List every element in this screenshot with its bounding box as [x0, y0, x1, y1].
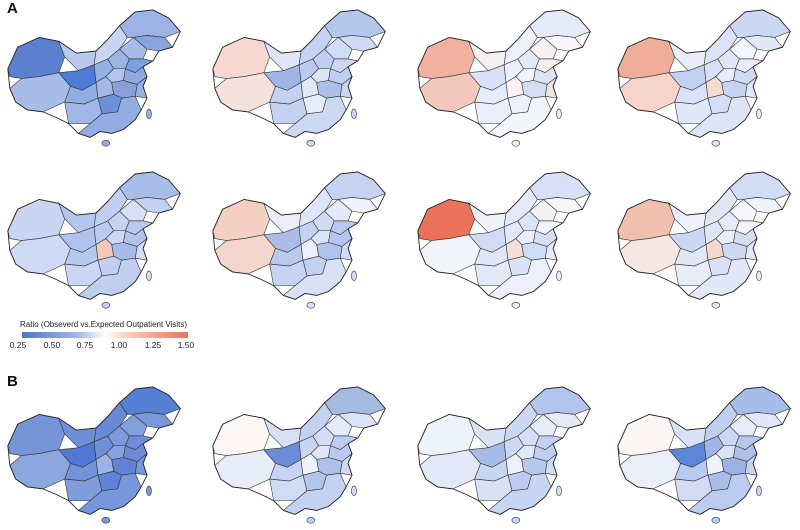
china-map — [212, 171, 386, 309]
china-map — [212, 9, 386, 147]
island-region — [146, 270, 152, 282]
island-region — [756, 108, 762, 120]
island-region — [556, 108, 562, 120]
legend-tick: 1.50 — [177, 340, 195, 350]
province-region — [119, 9, 181, 38]
province-region — [9, 72, 71, 113]
island-region — [306, 140, 316, 147]
china-map — [417, 386, 591, 524]
island-region — [711, 302, 721, 309]
island-region — [711, 517, 721, 524]
country-outline — [417, 9, 591, 138]
island-region — [101, 517, 111, 524]
china-map — [617, 9, 791, 147]
province-region — [214, 234, 276, 275]
province-region — [419, 234, 481, 275]
island-region — [146, 485, 152, 497]
province-region — [119, 386, 181, 415]
island-region — [101, 302, 111, 309]
island-region — [351, 270, 357, 282]
island-region — [756, 485, 762, 497]
country-outline — [7, 171, 181, 300]
island-region — [711, 140, 721, 147]
legend-tick: 0.25 — [9, 340, 27, 350]
legend-tick: 0.50 — [43, 340, 61, 350]
panel-label-b: B — [7, 373, 18, 390]
country-outline — [617, 9, 791, 138]
province-region — [7, 199, 65, 241]
island-region — [306, 302, 316, 309]
province-region — [617, 414, 675, 456]
country-outline — [417, 171, 591, 300]
province-region — [212, 37, 270, 79]
province-region — [617, 199, 675, 241]
legend-tick: 0.75 — [76, 340, 94, 350]
island-region — [351, 485, 357, 497]
province-region — [324, 171, 386, 200]
china-map — [7, 9, 181, 147]
island-region — [556, 270, 562, 282]
legend-color-bar — [22, 332, 188, 338]
province-region — [119, 171, 181, 200]
country-outline — [212, 9, 386, 138]
province-region — [7, 414, 65, 456]
china-map — [617, 171, 791, 309]
island-region — [511, 517, 521, 524]
country-outline — [7, 9, 181, 138]
panel-label-a: A — [7, 0, 18, 17]
country-outline — [617, 171, 791, 300]
province-region — [7, 37, 65, 79]
province-region — [417, 414, 475, 456]
legend-tick: 1.00 — [110, 340, 128, 350]
province-region — [214, 72, 276, 113]
country-outline — [7, 386, 181, 515]
country-outline — [212, 386, 386, 515]
island-region — [511, 140, 521, 147]
china-map — [7, 171, 181, 309]
island-region — [146, 108, 152, 120]
province-region — [619, 234, 681, 275]
province-region — [419, 72, 481, 113]
province-region — [529, 386, 591, 415]
island-region — [306, 517, 316, 524]
island-region — [756, 270, 762, 282]
china-map — [417, 171, 591, 309]
province-region — [619, 449, 681, 490]
color-legend: Ratio (Obseverd vs.Expected Outpatient V… — [4, 320, 200, 354]
province-region — [529, 9, 591, 38]
island-region — [556, 485, 562, 497]
china-map — [417, 9, 591, 147]
island-region — [351, 108, 357, 120]
province-region — [324, 386, 386, 415]
province-region — [419, 449, 481, 490]
province-region — [617, 37, 675, 79]
province-region — [324, 9, 386, 38]
china-map — [212, 386, 386, 524]
china-map — [617, 386, 791, 524]
island-region — [511, 302, 521, 309]
country-outline — [417, 386, 591, 515]
province-region — [729, 171, 791, 200]
province-region — [214, 449, 276, 490]
province-region — [9, 234, 71, 275]
province-region — [729, 9, 791, 38]
province-region — [9, 449, 71, 490]
province-region — [212, 199, 270, 241]
province-region — [212, 414, 270, 456]
province-region — [729, 386, 791, 415]
legend-title: Ratio (Obseverd vs.Expected Outpatient V… — [20, 320, 188, 329]
province-region — [529, 171, 591, 200]
china-map — [7, 386, 181, 524]
province-region — [619, 72, 681, 113]
country-outline — [617, 386, 791, 515]
legend-tick: 1.25 — [144, 340, 162, 350]
country-outline — [212, 171, 386, 300]
island-region — [101, 140, 111, 147]
province-region — [417, 37, 475, 79]
province-region — [417, 199, 475, 241]
